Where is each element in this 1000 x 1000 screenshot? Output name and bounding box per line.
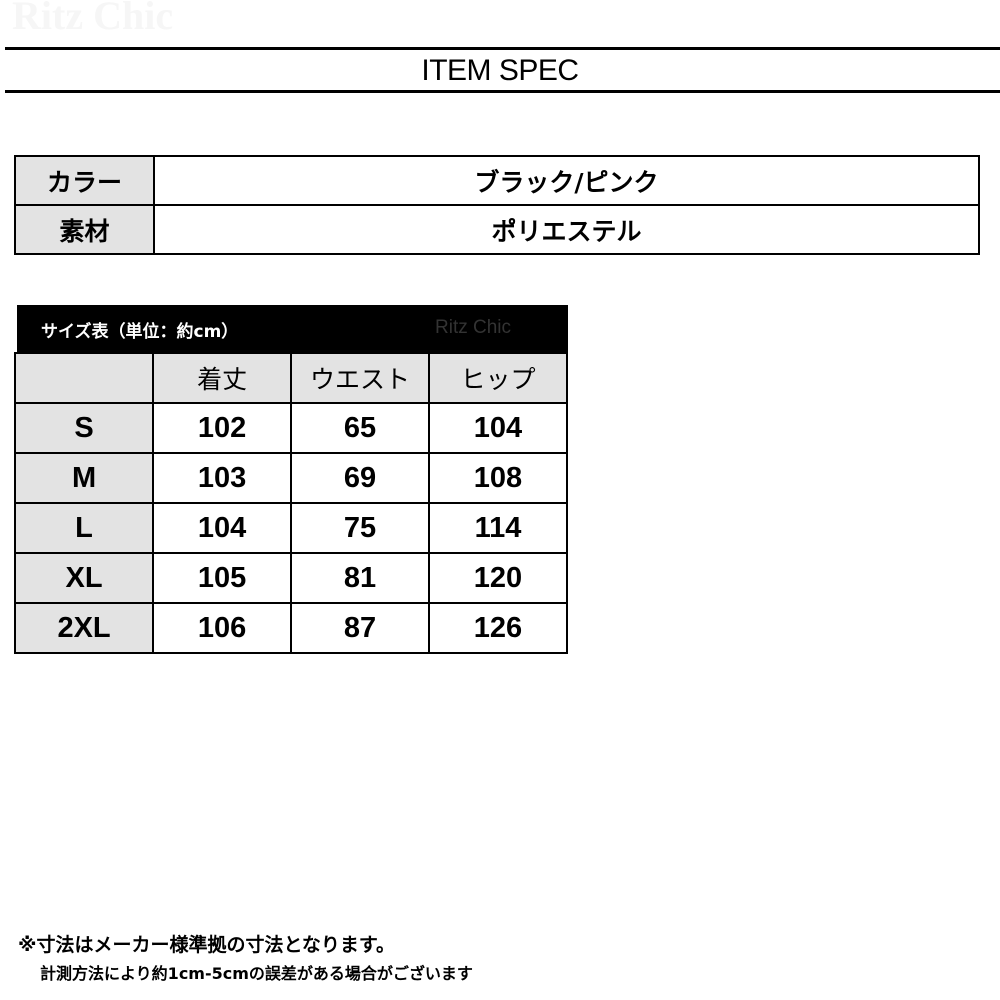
table-row: XL 105 81 120 (13, 552, 569, 604)
size-label: 2XL (13, 602, 155, 654)
size-table: 着丈 ウエスト ヒップ S 102 65 104 M 103 69 108 L 104 75 114 X… (13, 352, 569, 654)
spec-label: カラー (14, 155, 155, 206)
size-table-caption: サイズ表（単位：約cm） (41, 322, 239, 342)
header-cell: ウエスト (290, 352, 430, 404)
size-value: 105 (152, 552, 293, 604)
size-value: 108 (427, 452, 569, 504)
size-label: S (13, 402, 155, 454)
size-value: 104 (152, 502, 293, 554)
table-row: M 103 69 108 (13, 452, 569, 504)
size-value: 81 (290, 552, 430, 604)
divider (5, 47, 1000, 50)
size-label: L (13, 502, 155, 554)
table-row: S 102 65 104 (13, 402, 569, 454)
page-title: ITEM SPEC (421, 54, 579, 87)
size-table-header-bar: サイズ表（単位：約cm） Ritz Chic (17, 305, 568, 353)
size-label: XL (13, 552, 155, 604)
size-value: 106 (152, 602, 293, 654)
note: 計測方法により約1cm-5cmの誤差がある場合がございます (40, 964, 473, 983)
size-value: 69 (290, 452, 430, 504)
header-cell (13, 352, 155, 404)
table-row: L 104 75 114 (13, 502, 569, 554)
table-row: 2XL 106 87 126 (13, 602, 569, 654)
size-value: 103 (152, 452, 293, 504)
header-cell: 着丈 (152, 352, 293, 404)
size-value: 102 (152, 402, 293, 454)
size-value: 104 (427, 402, 569, 454)
size-value: 114 (427, 502, 569, 554)
size-label: M (13, 452, 155, 504)
divider (5, 90, 1000, 93)
note: ※寸法はメーカー様準拠の寸法となります。 (18, 934, 396, 956)
spec-value: ポリエステル (153, 204, 980, 255)
spec-table: カラー ブラック/ピンク 素材 ポリエステル (14, 155, 980, 255)
brand-label: Ritz Chic (435, 317, 512, 338)
spec-value: ブラック/ピンク (153, 155, 980, 206)
header-cell: ヒップ (427, 352, 569, 404)
size-value: 87 (290, 602, 430, 654)
spec-label: 素材 (14, 204, 155, 255)
size-value: 126 (427, 602, 569, 654)
table-header-row: 着丈 ウエスト ヒップ (13, 352, 569, 404)
table-row: カラー ブラック/ピンク (14, 155, 980, 206)
table-row: 素材 ポリエステル (14, 204, 980, 255)
size-value: 75 (290, 502, 430, 554)
size-value: 65 (290, 402, 430, 454)
watermark-logo: Ritz Chic (12, 0, 174, 38)
size-value: 120 (427, 552, 569, 604)
